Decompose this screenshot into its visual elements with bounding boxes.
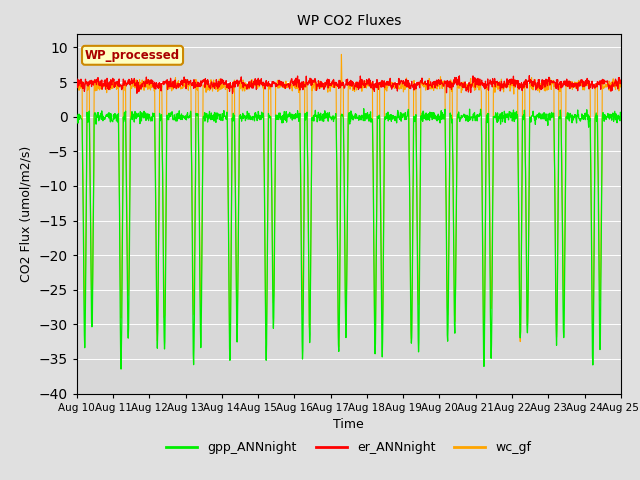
Title: WP CO2 Fluxes: WP CO2 Fluxes (296, 14, 401, 28)
Text: WP_processed: WP_processed (85, 49, 180, 62)
Y-axis label: CO2 Flux (umol/m2/s): CO2 Flux (umol/m2/s) (20, 145, 33, 282)
Legend: gpp_ANNnight, er_ANNnight, wc_gf: gpp_ANNnight, er_ANNnight, wc_gf (161, 436, 536, 459)
X-axis label: Time: Time (333, 418, 364, 431)
